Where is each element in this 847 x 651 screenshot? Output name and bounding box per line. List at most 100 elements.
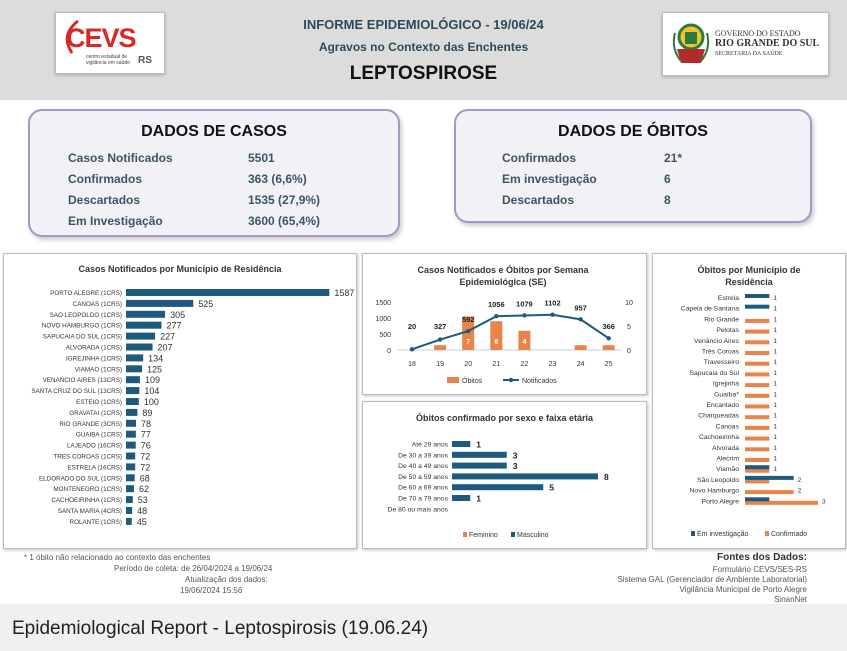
bar [126,474,135,482]
category-label: RIO GRANDE (3CRS) [59,421,122,428]
line-point [494,314,499,319]
bar-masculino [452,462,507,469]
category-label: IGREJINHA (1CRS) [66,355,122,362]
caption-bar: Epidemiological Report - Leptospirosis (… [0,604,847,651]
category-label: ALVORADA (1CRS) [66,345,122,352]
data-label: 1 [773,359,777,366]
data-label: 1 [773,402,777,409]
category-label: LAJEADO (16CRS) [67,443,122,450]
bar-confirmado [745,468,770,473]
line-point [550,312,555,317]
line-point [409,347,415,352]
bar-confirmado [745,361,770,366]
legend-swatch [691,531,695,536]
cases-label: Em Investigação [68,214,163,228]
report-subtitle: Agravos no Contexto das Enchentes [318,40,529,54]
y-tick-label-right: 5 [627,324,631,331]
bar [126,332,156,340]
category-label: SANTA MARIA (4CRS) [58,508,122,515]
category-label: VENANCIO AIRES (13CRS) [43,377,122,384]
data-label: 1 [773,349,777,356]
category-label: VIAMAO (1CRS) [75,366,122,373]
update-label: Atualização dos dados: [185,575,268,584]
deaths-label: Confirmados [502,151,577,165]
bar-masculino [452,484,544,491]
category-label: De 80 ou mais anos [388,506,449,513]
data-label: 2 [798,477,802,484]
bar [126,289,330,296]
category-label: Charqueadas [698,413,739,420]
cevs-swoosh-icon [65,19,79,54]
report-header: CEVS centro estadual de vigilância em sa… [0,0,847,100]
data-label: 1 [476,494,481,504]
bar-data-label: 4 [522,339,526,346]
category-label: Igrejinha [713,381,739,388]
category-label: De 70 a 79 anos [398,496,448,503]
category-label: Canoas [716,423,740,430]
category-label: GRAVATAI (1CRS) [69,410,122,417]
bar-confirmado [745,479,770,484]
data-label: 125 [147,364,162,374]
cases-value: 3600 (65,4%) [248,214,321,228]
cases-label: Casos Notificados [68,151,173,165]
legend-label: Óbitos [462,376,483,385]
data-label: 1587 [334,288,354,298]
deaths-label: Em investigação [502,172,597,186]
category-label: SAPUCAIA DO SUL (1CRS) [43,334,122,341]
footnote: * 1 óbito não relacionado ao contexto da… [24,553,211,562]
data-label: 89 [142,408,152,418]
deaths-card-title: DADOS DE ÓBITOS [558,123,708,140]
category-label: GUAIBA (1CRS) [76,432,122,439]
data-label: 1 [773,423,777,430]
category-label: PORTO ALEGRE (1CRS) [50,290,122,297]
bar [126,452,136,460]
category-label: Novo Hamburgo [690,488,740,495]
data-label: 48 [137,506,147,516]
bar [126,343,153,351]
bar-masculino [452,495,471,501]
category-label: De 40 a 49 anos [398,463,448,470]
category-label: Até 29 anos [412,442,449,449]
category-label: ROLANTE (1CRS) [70,519,122,526]
bar-investigacao [745,304,770,309]
bar-masculino [452,473,598,480]
x-tick-label: 24 [577,361,585,368]
bar [126,387,140,395]
line-point [437,337,443,342]
x-tick-label: 20 [464,361,472,368]
line-data-label: 20 [408,322,416,331]
bar [126,507,133,514]
data-label: 76 [141,441,151,451]
data-label: 1 [773,391,777,398]
data-label: 1 [773,306,777,313]
chart-title: Casos Notificados e Óbitos por Semana Ep… [417,265,589,287]
chart-title: Óbitos confirmado por sexo e faixa etári… [415,413,594,423]
weekly-chart: 0 500 1000 1500 0 5 10 18 19 20 7 21 6 22 4 23 24 25 20 327… [375,299,633,385]
source-item: SinanNet [774,595,807,604]
bar-investigacao [745,294,770,298]
x-tick-label: 22 [521,361,529,368]
bar-confirmado [745,318,770,323]
line-point [606,336,611,341]
bar [490,321,503,350]
line-point [522,313,527,318]
legend-label: Confirmado [771,531,807,538]
data-label: 5 [549,483,554,493]
image-caption: Epidemiological Report - Leptospirosis (… [12,618,429,639]
category-label: TRES COROAS (1CRS) [53,454,122,461]
x-tick-label: 21 [492,361,500,368]
category-label: Guaíba* [714,391,739,398]
rs-coat-of-arms-icon [672,23,710,63]
category-label: Rio Grande [704,316,739,323]
cases-label: Descartados [68,193,141,207]
data-label: 525 [198,299,213,309]
bar [126,419,136,427]
category-label: MONTENEGRO (1CRS) [53,486,122,493]
y-tick-label: 0 [387,348,391,355]
line-data-label: 1056 [488,300,505,309]
chart-title: Óbitos por Município de Residência [697,265,801,287]
deaths-by-municipality-panel: Óbitos por Município de Residência Estre… [652,253,846,549]
bar-confirmado [745,500,818,505]
data-label: 104 [144,386,159,396]
data-label: 1 [773,338,777,345]
